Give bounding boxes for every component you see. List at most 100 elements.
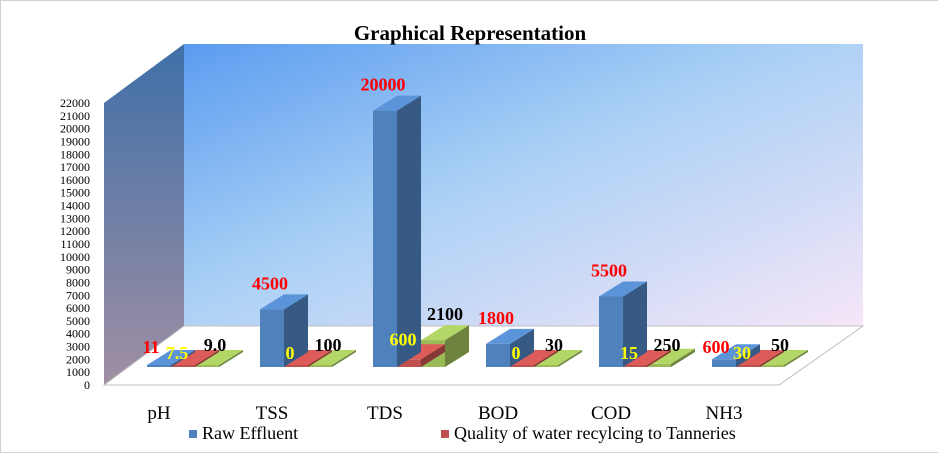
data-label: 30 [733,343,751,363]
legend-swatch [189,430,197,438]
bar [534,365,558,367]
bar-top [308,350,356,365]
data-label: 15 [620,343,638,363]
data-label: 250 [654,335,681,355]
bar-side [784,350,808,367]
bar-top [195,350,243,365]
bar-top [147,350,195,365]
data-label: 600 [390,329,417,349]
chart-title: Graphical Representation [354,21,587,45]
data-label: 2100 [427,304,463,324]
y-tick-label: 20000 [60,122,90,136]
bar [195,365,219,367]
data-label: 1800 [478,308,514,328]
bar-top [647,348,695,364]
y-tick-label: 15000 [60,186,90,200]
bar [736,365,760,367]
bar [760,365,784,367]
x-category-label: TSS [256,403,289,424]
bar-side [219,350,243,367]
y-tick-label: 9000 [66,263,90,277]
legend-label: Raw Effluent [202,423,298,443]
legend-swatch [441,430,449,438]
y-tick-label: 22000 [60,96,90,110]
x-category-label: COD [591,403,631,424]
bar-side [760,350,784,367]
y-tick-label: 6000 [66,301,90,315]
bar [171,365,195,367]
bar [308,365,332,367]
x-category-label: TDS [367,403,403,424]
bar-side [421,344,445,367]
bar-side [558,350,582,367]
data-label: 7.5 [166,343,189,363]
side-wall [104,44,184,385]
x-category-label: NH3 [706,403,743,424]
bar-side [195,350,219,367]
y-tick-label: 19000 [60,134,90,148]
x-category-label: BOD [478,403,518,424]
bar [373,110,397,368]
y-tick-label: 0 [84,378,90,392]
y-tick-label: 11000 [60,237,90,251]
bar-top [510,350,558,365]
bar-side [332,350,356,367]
bar [712,359,736,367]
bar-top [260,294,308,310]
bar-top [712,344,760,360]
y-tick-label: 13000 [60,211,90,225]
y-tick-label: 4000 [66,327,90,341]
bar-top [599,281,647,297]
y-tick-label: 17000 [60,160,90,174]
bar-top [623,350,671,365]
data-label: 9.0 [204,335,227,355]
bar [260,309,284,367]
data-label: 30 [545,335,563,355]
bar [147,365,171,367]
bar [397,359,421,367]
bar-top [421,325,469,341]
bar [647,363,671,367]
y-tick-label: 18000 [60,147,90,161]
y-tick-label: 3000 [66,340,90,354]
bar-side [534,350,558,367]
bar [510,365,534,367]
y-tick-label: 8000 [66,275,90,289]
data-label: 11 [142,337,159,357]
bar-top [760,350,808,365]
bar [599,296,623,367]
bar-top [736,350,784,365]
data-label: 0 [286,343,295,363]
y-tick-label: 7000 [66,288,90,302]
bar-top [534,350,582,365]
back-wall [184,44,863,326]
bar-side [671,348,695,367]
data-label: 20000 [361,75,406,95]
bar [623,365,647,367]
bar-side [736,344,760,367]
bar-side [308,350,332,367]
y-tick-label: 1000 [66,365,90,379]
bar-top [373,95,421,111]
y-tick-label: 21000 [60,109,90,123]
bar-side [510,328,534,367]
bar-top [486,328,534,344]
y-tick-label: 2000 [66,352,90,366]
legend-label: Quality of water recylcing to Tanneries [454,423,736,443]
y-tick-label: 10000 [60,250,90,264]
bar-side [284,294,308,367]
bar-top [171,350,219,365]
y-tick-label: 12000 [60,224,90,238]
bar-top [284,350,332,365]
data-label: 4500 [252,273,288,293]
data-label: 50 [771,335,789,355]
data-label: 0 [512,343,521,363]
data-label: 5500 [591,261,627,281]
bar-side [647,350,671,367]
bar-side [171,350,195,367]
y-tick-label: 14000 [60,199,90,213]
bar-side [445,325,469,367]
data-label: 600 [703,337,730,357]
